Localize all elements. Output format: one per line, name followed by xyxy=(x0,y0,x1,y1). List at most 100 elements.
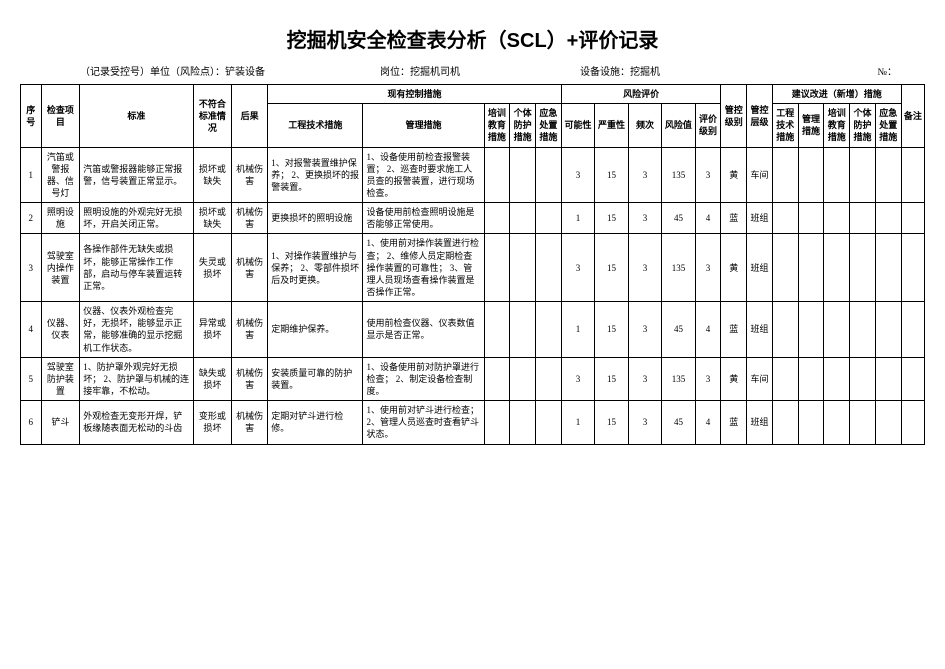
table-cell xyxy=(850,147,876,203)
th-train: 培训教育措施 xyxy=(484,104,510,147)
table-cell xyxy=(510,357,536,400)
table-cell: 定期对铲斗进行检修。 xyxy=(268,401,363,444)
table-cell xyxy=(510,302,536,358)
table-cell: 15 xyxy=(595,234,628,302)
table-cell xyxy=(536,302,562,358)
table-cell: 15 xyxy=(595,401,628,444)
table-cell: 3 xyxy=(695,357,721,400)
table-cell xyxy=(484,401,510,444)
table-cell xyxy=(484,234,510,302)
table-cell xyxy=(824,357,850,400)
table-cell xyxy=(901,357,924,400)
table-cell: 4 xyxy=(21,302,42,358)
th-f: 频次 xyxy=(628,104,661,147)
table-cell xyxy=(536,147,562,203)
th-lvl: 评价级别 xyxy=(695,104,721,147)
table-cell: 蓝 xyxy=(721,203,747,234)
th-seng: 工程技术措施 xyxy=(772,104,798,147)
table-cell: 驾驶室内操作装置 xyxy=(41,234,80,302)
table-cell: 15 xyxy=(595,203,628,234)
table-cell: 6 xyxy=(21,401,42,444)
scl-table: 序号 检查项目 标准 不符合标准情况 后果 现有控制措施 风险评价 管控级别 管… xyxy=(20,84,925,445)
table-cell xyxy=(850,234,876,302)
th-res: 后果 xyxy=(232,85,268,148)
table-row: 2照明设施照明设施的外观完好无损坏，开启关闭正常。损坏或缺失机械伤害更换损坏的照… xyxy=(21,203,925,234)
table-cell xyxy=(772,401,798,444)
table-cell xyxy=(875,302,901,358)
table-cell: 安装质量可靠的防护装置。 xyxy=(268,357,363,400)
table-cell xyxy=(798,357,824,400)
table-row: 3驾驶室内操作装置各操作部件无缺失或损坏，能够正常操作工作部，启动与停车装置运转… xyxy=(21,234,925,302)
table-cell xyxy=(484,302,510,358)
table-cell: 黄 xyxy=(721,147,747,203)
table-cell xyxy=(510,147,536,203)
table-cell: 3 xyxy=(561,234,594,302)
table-cell: 4 xyxy=(695,302,721,358)
table-cell xyxy=(484,357,510,400)
table-cell: 15 xyxy=(595,302,628,358)
th-item: 检查项目 xyxy=(41,85,80,148)
table-cell: 15 xyxy=(595,147,628,203)
table-cell: 机械伤害 xyxy=(232,203,268,234)
table-cell: 15 xyxy=(595,357,628,400)
table-cell: 损坏或缺失 xyxy=(193,203,232,234)
table-cell: 135 xyxy=(662,147,695,203)
table-cell xyxy=(850,401,876,444)
table-cell: 黄 xyxy=(721,357,747,400)
table-cell: 135 xyxy=(662,357,695,400)
table-cell: 1、对操作装置维护与保养； 2、零部件损坏后及时更换。 xyxy=(268,234,363,302)
table-cell: 3 xyxy=(628,234,661,302)
table-cell: 机械伤害 xyxy=(232,234,268,302)
table-cell: 蓝 xyxy=(721,401,747,444)
th-ppe: 个体防护措施 xyxy=(510,104,536,147)
table-cell: 1、设备使用前检查报警装置； 2、巡查时要求施工人员查的报警装置，进行现场检查。 xyxy=(363,147,484,203)
table-cell xyxy=(772,234,798,302)
table-cell: 车间 xyxy=(747,147,773,203)
table-cell: 班组 xyxy=(747,234,773,302)
table-cell: 3 xyxy=(561,357,594,400)
meta-post: 岗位：挖掘机司机 xyxy=(380,63,580,78)
table-cell: 135 xyxy=(662,234,695,302)
table-row: 1汽笛或警报器、信号灯汽笛或警报器能够正常报警，信号装置正常显示。损坏或缺失机械… xyxy=(21,147,925,203)
th-bad: 不符合标准情况 xyxy=(193,85,232,148)
table-row: 6铲斗外观检查无变形开焊，铲板缘随表面无松动的斗齿变形或损坏机械伤害定期对铲斗进… xyxy=(21,401,925,444)
table-cell xyxy=(824,147,850,203)
table-cell: 机械伤害 xyxy=(232,302,268,358)
table-cell xyxy=(772,147,798,203)
meta-device: 设备设施：挖掘机 xyxy=(580,63,780,78)
table-cell: 定期维护保养。 xyxy=(268,302,363,358)
table-cell: 1、对报警装置维护保养； 2、更换损坏的报警装置。 xyxy=(268,147,363,203)
table-cell: 1、使用前对操作装置进行检查； 2、维修人员定期检查操作装置的可靠性； 3、管理… xyxy=(363,234,484,302)
table-cell: 失灵或损坏 xyxy=(193,234,232,302)
th-sugg: 建议改进（新增）措施 xyxy=(772,85,901,104)
th-eng: 工程技术措施 xyxy=(268,104,363,147)
table-cell xyxy=(798,203,824,234)
table-cell: 损坏或缺失 xyxy=(193,147,232,203)
th-strn: 培训教育措施 xyxy=(824,104,850,147)
table-cell: 1 xyxy=(561,203,594,234)
table-cell: 异常或损坏 xyxy=(193,302,232,358)
table-cell: 1 xyxy=(561,302,594,358)
th-risk: 风险评价 xyxy=(561,85,721,104)
table-cell: 机械伤害 xyxy=(232,147,268,203)
th-rem: 备注 xyxy=(901,85,924,148)
th-l: 可能性 xyxy=(561,104,594,147)
table-cell xyxy=(901,147,924,203)
th-emr: 应急处置措施 xyxy=(536,104,562,147)
table-cell xyxy=(901,302,924,358)
table-cell: 1、防护罩外观完好无损坏； 2、防护罩与机械的连接牢靠，不松动。 xyxy=(80,357,193,400)
table-row: 5驾驶室防护装置1、防护罩外观完好无损坏； 2、防护罩与机械的连接牢靠，不松动。… xyxy=(21,357,925,400)
th-ctr: 管控级别 xyxy=(721,85,747,148)
table-cell xyxy=(875,357,901,400)
table-cell xyxy=(850,302,876,358)
table-cell xyxy=(901,401,924,444)
table-cell xyxy=(536,203,562,234)
table-cell: 3 xyxy=(695,147,721,203)
table-cell: 1 xyxy=(21,147,42,203)
meta-no: №： xyxy=(780,63,917,78)
table-cell: 照明设施 xyxy=(41,203,80,234)
table-cell: 照明设施的外观完好无损坏，开启关闭正常。 xyxy=(80,203,193,234)
table-cell xyxy=(772,302,798,358)
page-title: 挖掘机安全检查表分析（SCL）+评价记录 xyxy=(20,24,925,53)
table-cell: 5 xyxy=(21,357,42,400)
